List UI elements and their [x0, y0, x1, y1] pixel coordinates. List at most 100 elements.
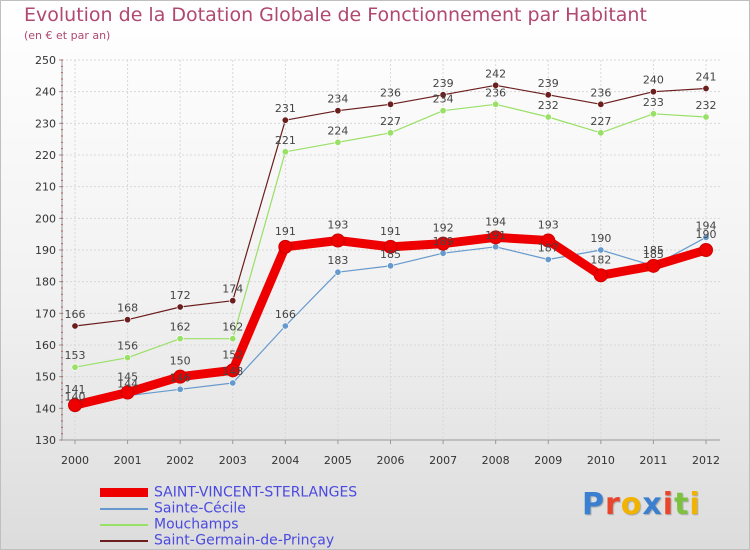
- data-label: 192: [433, 222, 454, 235]
- data-label: 242: [485, 67, 506, 80]
- data-point: [124, 354, 132, 362]
- data-label: 146: [170, 371, 191, 384]
- data-label: 190: [590, 232, 611, 245]
- data-point: [176, 385, 184, 393]
- y-tick-label: 240: [35, 86, 56, 99]
- data-label: 187: [538, 242, 559, 255]
- x-tick-label: 2010: [587, 454, 615, 467]
- data-label: 191: [380, 225, 401, 238]
- data-point: [597, 129, 605, 137]
- x-tick-label: 2001: [114, 454, 142, 467]
- data-point: [702, 113, 710, 121]
- data-point: [281, 322, 289, 330]
- data-point: [334, 138, 342, 146]
- data-label: 236: [485, 86, 506, 99]
- data-label: 194: [485, 215, 506, 228]
- chart-legend: SAINT-VINCENT-STERLANGES Sainte-Cécile Mou…: [100, 484, 357, 549]
- data-label: 224: [327, 124, 348, 137]
- data-label: 234: [433, 93, 454, 106]
- chart-title: Evolution de la Dotation Globale de Fonc…: [24, 4, 647, 26]
- legend-label: Saint-Germain-de-Prinçay: [154, 532, 335, 549]
- data-label: 191: [275, 225, 296, 238]
- logo-letter: x: [642, 487, 663, 522]
- data-point: [124, 316, 132, 324]
- data-point: [334, 107, 342, 115]
- logo-letter: t: [674, 487, 690, 522]
- data-label: 232: [696, 99, 717, 112]
- logo-letter: r: [605, 487, 621, 522]
- y-tick-label: 220: [35, 149, 56, 162]
- data-label: 191: [485, 229, 506, 242]
- logo-letter: P: [582, 487, 605, 522]
- data-point: [492, 81, 500, 89]
- data-label: 239: [433, 77, 454, 90]
- data-point: [386, 262, 394, 270]
- legend-swatch: [100, 507, 148, 510]
- data-label: 182: [590, 253, 611, 266]
- y-tick-label: 210: [35, 181, 56, 194]
- data-label: 239: [538, 77, 559, 90]
- logo-letter: o: [620, 487, 643, 522]
- data-label: 221: [275, 134, 296, 147]
- data-label: 156: [117, 340, 138, 353]
- data-point: [386, 100, 394, 108]
- y-tick-label: 140: [35, 402, 56, 415]
- data-point: [330, 233, 345, 248]
- legend-label: Sainte-Cécile: [154, 500, 246, 517]
- data-point: [176, 335, 184, 343]
- x-tick-label: 2005: [324, 454, 352, 467]
- data-point: [225, 363, 240, 378]
- y-tick-label: 200: [35, 212, 56, 225]
- chart-subtitle: (en € et par an): [24, 29, 111, 42]
- y-tick-label: 150: [35, 371, 56, 384]
- data-point: [541, 233, 556, 248]
- data-label: 152: [222, 348, 243, 361]
- data-label: 236: [380, 86, 401, 99]
- data-point: [649, 88, 657, 96]
- x-tick-label: 2006: [377, 454, 405, 467]
- data-point: [120, 385, 135, 400]
- legend-swatch: [100, 539, 148, 542]
- data-label: 236: [590, 86, 611, 99]
- data-point: [334, 268, 342, 276]
- data-point: [281, 116, 289, 124]
- data-label: 174: [222, 283, 243, 296]
- legend-item: Sainte-Cécile: [100, 500, 357, 517]
- proxiti-logo: Proxiti: [582, 487, 701, 522]
- y-tick-label: 160: [35, 339, 56, 352]
- y-tick-label: 170: [35, 307, 56, 320]
- data-point: [229, 297, 237, 305]
- data-label: 183: [327, 254, 348, 267]
- x-tick-label: 2009: [534, 454, 562, 467]
- data-point: [278, 239, 293, 254]
- x-tick-label: 2004: [271, 454, 299, 467]
- data-point: [439, 249, 447, 257]
- data-label: 227: [590, 115, 611, 128]
- legend-swatch: [100, 488, 148, 497]
- data-label: 241: [696, 71, 717, 84]
- data-label: 231: [275, 102, 296, 115]
- data-label: 232: [538, 99, 559, 112]
- data-point: [281, 148, 289, 156]
- data-point: [439, 107, 447, 115]
- data-label: 185: [380, 248, 401, 261]
- y-tick-label: 230: [35, 117, 56, 130]
- data-point: [71, 363, 79, 371]
- logo-letter: i: [689, 487, 701, 522]
- data-point: [386, 129, 394, 137]
- data-label: 185: [643, 244, 664, 257]
- legend-item: Mouchamps: [100, 516, 357, 533]
- data-point: [597, 100, 605, 108]
- data-point: [71, 322, 79, 330]
- data-point: [492, 100, 500, 108]
- data-label: 194: [696, 219, 717, 232]
- data-point: [544, 91, 552, 99]
- logo-letter: i: [662, 487, 675, 522]
- data-point: [544, 113, 552, 121]
- data-point: [229, 335, 237, 343]
- data-label: 227: [380, 115, 401, 128]
- data-label: 150: [170, 355, 191, 368]
- data-label: 148: [222, 365, 243, 378]
- data-label: 166: [65, 308, 86, 321]
- legend-label: Mouchamps: [154, 516, 239, 533]
